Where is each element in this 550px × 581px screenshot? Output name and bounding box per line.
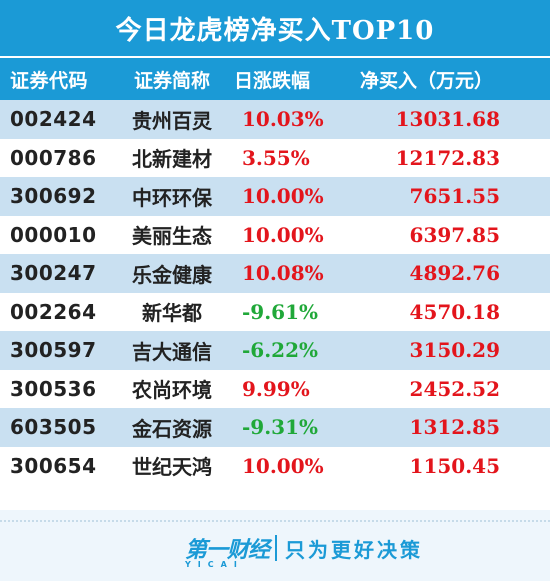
table-row: 300692 中环环保 10.00% 7651.55	[0, 177, 550, 216]
row-change: 10.08%	[242, 261, 324, 286]
table-row: 002424 贵州百灵 10.03% 13031.68	[0, 100, 550, 139]
row-code: 002264	[10, 299, 97, 324]
row-change: 3.55%	[242, 145, 310, 170]
row-net-buy: 3150.29	[409, 338, 500, 363]
table-row: 002264 新华都 -9.61% 4570.18	[0, 292, 550, 331]
row-name: 世纪天鸿	[132, 455, 212, 480]
table-row: 603505 金石资源 -9.31% 1312.85	[0, 408, 550, 447]
brand-divider	[275, 535, 278, 561]
header-code: 证券代码	[10, 69, 89, 92]
table-row: 000786 北新建材 3.55% 12172.83	[0, 138, 550, 177]
row-code: 300692	[10, 184, 97, 209]
brand-logo-sub: YICAI	[185, 560, 244, 569]
row-change: 10.03%	[242, 107, 324, 132]
row-code: 000786	[10, 145, 97, 170]
row-change: 9.99%	[242, 376, 310, 401]
brand-logo: 第一财经	[185, 538, 270, 563]
row-net-buy: 4892.76	[409, 261, 500, 286]
row-net-buy: 2452.52	[409, 376, 500, 401]
table-row: 300597 吉大通信 -6.22% 3150.29	[0, 331, 550, 370]
header-name: 证券简称	[133, 69, 210, 92]
row-code: 300536	[10, 376, 97, 401]
brand-slogan: 只为更好决策	[285, 537, 424, 562]
footer-divider	[0, 520, 550, 523]
table-row: 300536 农尚环境 9.99% 2452.52	[0, 369, 550, 408]
brand-block: 第一财经 YICAI 只为更好决策	[185, 528, 424, 569]
table-body: 002424 贵州百灵 10.03% 13031.68 000786 北新建材 3.55% 1…	[0, 100, 550, 485]
row-change: -9.61%	[242, 299, 319, 324]
row-change: 10.00%	[242, 453, 324, 478]
table-row: 000010 美丽生态 10.00% 6397.85	[0, 215, 550, 254]
row-code: 300597	[10, 338, 97, 363]
row-name: 乐金健康	[132, 262, 212, 287]
net-buy-table: 证券代码 证券简称 日涨跌幅 净买入（万元） 002424 贵州百灵 10.03% 1…	[0, 58, 550, 485]
row-net-buy: 7651.55	[409, 184, 500, 209]
row-net-buy: 1312.85	[409, 415, 500, 440]
row-code: 603505	[10, 415, 97, 440]
row-name: 美丽生态	[132, 224, 212, 249]
row-change: -6.22%	[242, 338, 319, 363]
row-change: 10.00%	[242, 184, 324, 209]
row-code: 300654	[10, 453, 97, 478]
row-code: 000010	[10, 222, 97, 247]
row-name: 贵州百灵	[132, 108, 212, 133]
row-net-buy: 1150.45	[409, 453, 500, 478]
row-name: 吉大通信	[132, 339, 212, 364]
header-net-buy: 净买入（万元）	[360, 69, 494, 92]
row-name: 农尚环境	[132, 378, 212, 403]
table-row: 300247 乐金健康 10.08% 4892.76	[0, 254, 550, 293]
row-name: 新华都	[142, 301, 202, 326]
row-code: 300247	[10, 261, 97, 286]
row-change: -9.31%	[242, 415, 319, 440]
row-name: 北新建材	[132, 147, 212, 172]
row-net-buy: 6397.85	[409, 222, 500, 247]
footer: 第一财经 YICAI 只为更好决策	[0, 510, 550, 581]
table-header-row: 证券代码 证券简称 日涨跌幅 净买入（万元）	[0, 58, 550, 100]
header-change: 日涨跌幅	[234, 69, 311, 92]
row-net-buy: 4570.18	[409, 299, 500, 324]
page-title: 今日龙虎榜净买入TOP10	[0, 0, 550, 56]
row-code: 002424	[10, 107, 97, 132]
row-name: 中环环保	[132, 185, 212, 210]
row-net-buy: 12172.83	[395, 145, 500, 170]
row-net-buy: 13031.68	[395, 107, 500, 132]
table-row: 300654 世纪天鸿 10.00% 1150.45	[0, 446, 550, 485]
row-change: 10.00%	[242, 222, 324, 247]
row-name: 金石资源	[132, 416, 212, 441]
